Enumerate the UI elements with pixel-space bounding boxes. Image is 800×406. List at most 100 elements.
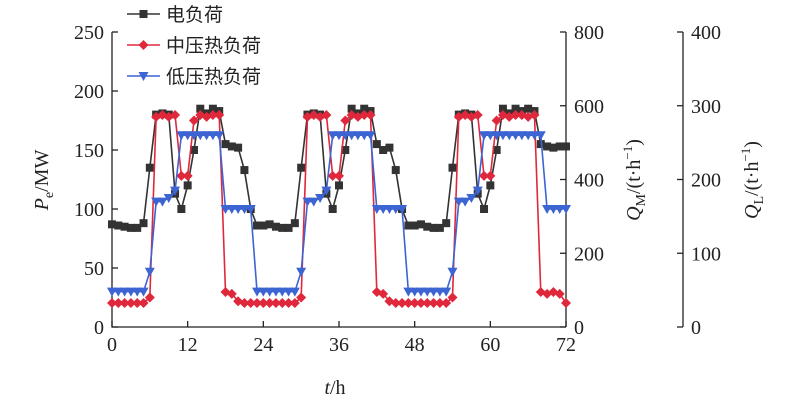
marker xyxy=(378,205,389,214)
y-label-subscript: e xyxy=(42,192,57,198)
marker xyxy=(196,104,205,113)
x-tick-label: 24 xyxy=(253,334,273,356)
y2-tick-label: 200 xyxy=(574,243,604,265)
marker xyxy=(441,298,452,309)
marker xyxy=(182,131,193,141)
y2-label-unit: /(t·h xyxy=(623,160,645,194)
marker xyxy=(132,298,143,309)
marker xyxy=(302,197,313,207)
marker xyxy=(283,287,294,297)
marker xyxy=(435,223,444,232)
marker xyxy=(485,131,496,141)
marker xyxy=(397,298,408,309)
legend-label: 中压热负荷 xyxy=(166,35,261,57)
marker xyxy=(234,143,243,152)
marker xyxy=(125,298,136,309)
y2-label-close: ) xyxy=(623,139,645,146)
y3-tick-label: 0 xyxy=(691,317,701,339)
marker xyxy=(415,298,426,309)
marker xyxy=(108,220,116,229)
marker xyxy=(227,142,236,151)
marker xyxy=(258,298,269,309)
marker xyxy=(542,205,553,214)
marker xyxy=(448,163,457,172)
y3-label-subscript: L xyxy=(752,196,767,205)
marker xyxy=(139,219,148,228)
x-tick-label: 48 xyxy=(405,334,425,356)
marker xyxy=(409,298,420,309)
legend-label: 低压热负荷 xyxy=(166,66,261,88)
marker xyxy=(529,109,540,120)
marker xyxy=(423,222,432,231)
marker xyxy=(441,287,452,297)
marker xyxy=(479,170,490,181)
x-tick-label: 12 xyxy=(178,334,198,356)
marker xyxy=(208,104,217,113)
marker xyxy=(277,287,288,297)
marker xyxy=(296,267,307,277)
x-label-symbol: t xyxy=(324,377,330,399)
marker xyxy=(391,166,400,175)
marker xyxy=(346,131,357,141)
marker xyxy=(283,298,294,309)
marker xyxy=(491,131,502,141)
y3-tick-label: 200 xyxy=(691,170,721,192)
legend-marker xyxy=(139,10,148,18)
marker xyxy=(321,186,332,196)
y3-axis-label: QL/(t·h−1) xyxy=(738,141,767,219)
y3-tick-label: 300 xyxy=(691,96,721,118)
marker xyxy=(245,298,256,309)
marker xyxy=(277,298,288,309)
marker xyxy=(335,181,343,190)
marker xyxy=(278,223,287,232)
marker xyxy=(328,205,337,213)
marker xyxy=(321,109,332,120)
marker xyxy=(133,223,142,232)
x-tick-label: 72 xyxy=(556,334,576,356)
marker xyxy=(239,298,250,309)
marker xyxy=(220,205,231,214)
marker xyxy=(264,287,275,297)
marker xyxy=(239,205,250,214)
marker xyxy=(511,104,520,113)
marker xyxy=(409,287,420,297)
marker xyxy=(480,205,489,213)
y2-tick-label: 800 xyxy=(574,22,604,44)
marker xyxy=(126,223,135,232)
marker xyxy=(245,205,256,214)
marker xyxy=(226,205,237,214)
y2-tick-label: 400 xyxy=(574,170,604,192)
marker xyxy=(201,131,212,141)
marker xyxy=(270,287,281,297)
marker xyxy=(422,287,433,297)
marker xyxy=(428,287,439,297)
y2-tick-label: 0 xyxy=(574,317,584,339)
x-tick-label: 0 xyxy=(107,334,117,356)
marker xyxy=(284,223,293,232)
marker xyxy=(214,131,225,141)
marker xyxy=(504,131,515,141)
marker xyxy=(524,104,533,113)
y-tick-label: 250 xyxy=(74,22,104,44)
marker xyxy=(271,222,280,231)
marker xyxy=(163,193,174,203)
marker xyxy=(472,109,483,120)
y-tick-label: 50 xyxy=(84,258,104,280)
marker xyxy=(384,205,395,214)
marker xyxy=(226,288,237,299)
marker xyxy=(170,186,181,196)
marker xyxy=(119,287,130,297)
marker xyxy=(252,298,263,309)
marker xyxy=(516,131,527,141)
x-tick-label: 36 xyxy=(329,334,349,356)
y3-label-close: ) xyxy=(741,141,763,148)
marker xyxy=(460,197,471,207)
marker xyxy=(207,109,218,120)
y2-label-superscript: −1 xyxy=(620,146,635,160)
marker xyxy=(434,298,445,309)
marker xyxy=(176,170,187,181)
y3-tick-label: 400 xyxy=(691,22,721,44)
marker xyxy=(340,131,351,141)
marker xyxy=(523,131,534,141)
marker xyxy=(144,267,155,277)
